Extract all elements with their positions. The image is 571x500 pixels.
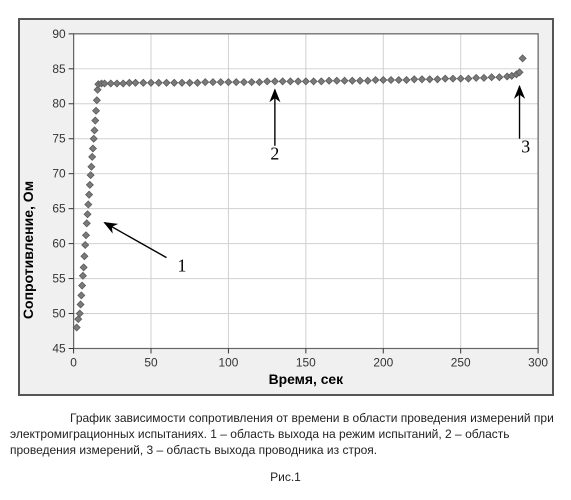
annotation-number: 3 bbox=[521, 137, 530, 157]
caption-text: График зависимости сопротивления от врем… bbox=[10, 410, 561, 459]
y-tick-label: 70 bbox=[52, 167, 66, 181]
y-tick-label: 85 bbox=[52, 62, 66, 76]
x-tick-label: 0 bbox=[70, 355, 77, 369]
y-tick-label: 45 bbox=[52, 341, 66, 355]
chart-outer-frame: 0 50 100 150 200 250 300 45 50 55 60 65 70 75 80 85 90 Вр… bbox=[18, 18, 554, 396]
x-tick-label: 250 bbox=[451, 355, 471, 369]
y-tick-label: 90 bbox=[52, 27, 66, 41]
figure-label: Рис.1 bbox=[10, 469, 561, 485]
y-tick-label: 60 bbox=[52, 237, 66, 251]
x-tick-label: 50 bbox=[144, 355, 158, 369]
x-axis-label: Время, сек bbox=[269, 371, 344, 387]
x-tick-label: 300 bbox=[528, 355, 548, 369]
y-axis-label: Сопротивление, Ом bbox=[20, 181, 36, 319]
annotation-number: 2 bbox=[270, 144, 279, 164]
x-tick-label: 200 bbox=[373, 355, 393, 369]
annotation-number: 1 bbox=[178, 256, 187, 276]
caption-block: График зависимости сопротивления от врем… bbox=[10, 410, 561, 485]
chart-svg: 0 50 100 150 200 250 300 45 50 55 60 65 70 75 80 85 90 Вр… bbox=[20, 20, 552, 394]
y-tick-label: 75 bbox=[52, 132, 66, 146]
x-tick-label: 100 bbox=[219, 355, 239, 369]
y-tick-label: 80 bbox=[52, 97, 66, 111]
y-tick-label: 55 bbox=[52, 272, 66, 286]
page: 0 50 100 150 200 250 300 45 50 55 60 65 70 75 80 85 90 Вр… bbox=[0, 0, 571, 500]
x-tick-label: 150 bbox=[296, 355, 316, 369]
y-tick-label: 65 bbox=[52, 202, 66, 216]
y-tick-label: 50 bbox=[52, 307, 66, 321]
